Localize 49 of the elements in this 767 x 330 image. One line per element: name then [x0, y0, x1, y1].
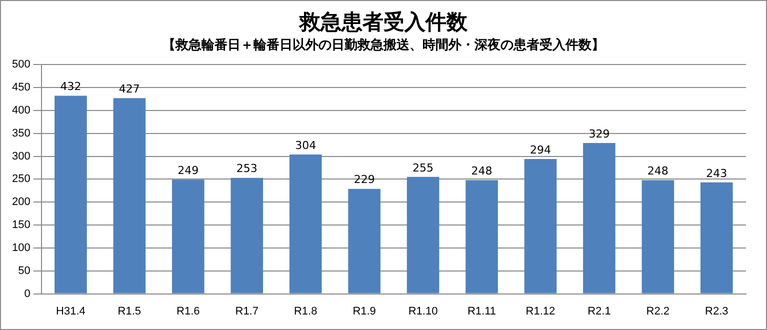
x-tick-label: R1.7 [235, 305, 258, 318]
data-label: 304 [295, 138, 316, 152]
data-label: 229 [354, 173, 375, 186]
chart-title: 救急患者受入件数 [298, 9, 468, 35]
bar [113, 98, 146, 294]
x-tick-label: R2.3 [705, 305, 728, 318]
y-tick-label: 350 [12, 127, 30, 140]
bar [406, 176, 440, 294]
bar [583, 142, 616, 294]
x-tick-label: H31.4 [56, 305, 86, 318]
data-label: 427 [118, 82, 140, 96]
y-tick-label: 250 [12, 173, 30, 186]
data-label: 294 [530, 143, 551, 156]
y-tick-label: 200 [12, 196, 30, 208]
x-tick-label: R1.9 [352, 305, 376, 318]
y-tick-label: 400 [12, 104, 30, 116]
chart-subtitle: 【救急輪番日＋輪番日以外の日勤救急搬送、時間外・深夜の患者受入件数】 [162, 37, 606, 55]
bar [524, 159, 557, 294]
y-tick-label: 500 [12, 58, 30, 71]
x-tick-label: R2.2 [646, 305, 670, 318]
bar [230, 178, 264, 294]
x-tick-label: R1.5 [118, 305, 142, 318]
y-tick-label: 0 [24, 288, 30, 300]
bar [642, 180, 674, 294]
y-tick-label: 300 [12, 150, 30, 162]
data-label: 255 [412, 161, 434, 174]
y-tick-label: 50 [18, 264, 30, 277]
x-tick-label: R2.1 [588, 305, 611, 318]
x-tick-label: R1.12 [526, 305, 556, 318]
bar [700, 182, 733, 294]
x-tick-label: R1.6 [176, 305, 200, 318]
y-tick-label: 100 [12, 242, 30, 254]
y-tick-label: 450 [12, 82, 30, 94]
data-label: 243 [706, 166, 728, 180]
data-label: 432 [60, 80, 82, 94]
bar [289, 154, 322, 294]
x-tick-label: R1.11 [467, 305, 496, 318]
bar [466, 180, 498, 294]
bar [172, 180, 204, 294]
data-label: 253 [236, 162, 258, 176]
bar [348, 188, 380, 294]
x-tick-label: R1.10 [408, 305, 438, 318]
data-label: 248 [647, 164, 668, 178]
y-tick-label: 150 [12, 219, 30, 232]
data-label: 249 [178, 164, 199, 178]
data-label: 248 [471, 164, 492, 178]
data-label: 329 [588, 127, 610, 140]
bar [54, 96, 87, 294]
x-tick-label: R1.8 [294, 305, 318, 318]
